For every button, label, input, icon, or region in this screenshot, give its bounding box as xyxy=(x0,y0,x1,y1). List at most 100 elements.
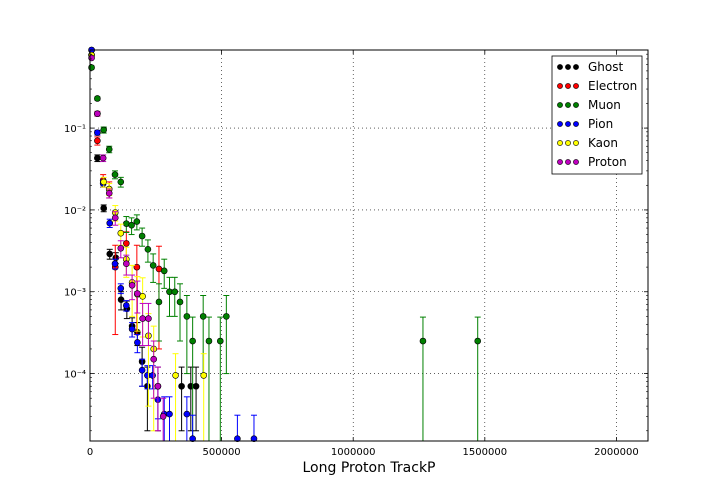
legend-marker xyxy=(557,121,563,127)
legend-label: Ghost xyxy=(588,60,623,74)
legend-box xyxy=(551,55,643,175)
legend-marker xyxy=(573,102,579,108)
data-point xyxy=(192,382,200,390)
y-axis: 10⁻⁴ 10⁻³ 10⁻² 10⁻¹ xyxy=(64,49,648,432)
data-point xyxy=(200,372,208,379)
data-point xyxy=(111,171,119,178)
data-point xyxy=(144,246,152,253)
data-point xyxy=(160,267,168,275)
data-point xyxy=(94,129,101,136)
data-point xyxy=(234,435,241,443)
legend-label: Electron xyxy=(588,79,637,93)
legend-marker xyxy=(573,140,579,146)
legend-item-pion: Pion xyxy=(557,117,613,131)
legend-marker xyxy=(565,83,571,89)
data-point xyxy=(88,64,95,71)
data-point xyxy=(189,435,196,443)
x-tick-label: 1500000 xyxy=(463,447,508,458)
data-point xyxy=(145,315,152,322)
data-point xyxy=(105,189,113,197)
data-point xyxy=(150,355,157,363)
data-point xyxy=(171,288,179,296)
data-point xyxy=(223,313,230,320)
legend: Ghost Electron Muon Pion Kaon Proton xyxy=(551,55,643,175)
legend-marker xyxy=(573,83,579,89)
legend-marker xyxy=(565,64,571,70)
y-tick-label: 10⁻³ xyxy=(64,288,86,299)
data-point xyxy=(117,244,125,252)
legend-label: Muon xyxy=(588,98,621,112)
data-point xyxy=(94,110,101,117)
data-point xyxy=(133,218,141,225)
legend-marker xyxy=(573,64,579,70)
legend-marker xyxy=(557,140,563,146)
legend-marker xyxy=(573,159,579,165)
data-point xyxy=(134,339,141,346)
data-point xyxy=(138,232,146,240)
data-point xyxy=(111,214,119,222)
axes-frame xyxy=(89,49,649,442)
data-point xyxy=(88,54,95,62)
data-point xyxy=(133,263,141,271)
data-point xyxy=(117,285,125,292)
data-point xyxy=(106,219,114,227)
legend-label: Kaon xyxy=(588,136,618,150)
x-tick-label: 1000000 xyxy=(331,447,376,458)
legend-marker xyxy=(557,64,563,70)
data-point xyxy=(149,372,156,379)
data-point xyxy=(94,154,101,162)
data-point xyxy=(99,154,107,162)
data-point xyxy=(139,315,146,322)
data-point xyxy=(250,435,258,443)
data-point xyxy=(216,337,224,345)
y-tick-label: 10⁻⁴ xyxy=(64,370,86,381)
data-point xyxy=(176,298,184,306)
plot-frame xyxy=(89,49,649,442)
legend-marker xyxy=(557,102,563,108)
data-point xyxy=(138,366,146,374)
data-point xyxy=(205,337,213,345)
legend-marker xyxy=(573,121,579,127)
data-point xyxy=(139,292,146,300)
y-tick-label: 10⁻² xyxy=(64,206,86,217)
data-point xyxy=(111,260,119,268)
data-point xyxy=(128,221,135,229)
legend-marker xyxy=(565,140,571,146)
data-point xyxy=(105,146,113,153)
data-point xyxy=(159,413,167,420)
data-point xyxy=(123,302,130,309)
data-point xyxy=(106,250,114,258)
data-point xyxy=(183,313,191,320)
data-point xyxy=(94,95,101,102)
data-point xyxy=(178,382,185,390)
legend-item-electron: Electron xyxy=(557,79,637,93)
data-point xyxy=(149,262,157,269)
legend-label: Proton xyxy=(588,155,627,169)
data-point xyxy=(134,290,141,297)
data-point xyxy=(100,178,107,186)
x-tick-label: 0 xyxy=(87,447,93,458)
legend-item-muon: Muon xyxy=(557,98,621,112)
legend-item-ghost: Ghost xyxy=(557,60,623,74)
data-point xyxy=(100,204,107,212)
data-point xyxy=(474,337,482,345)
data-point xyxy=(123,260,130,268)
x-axis-label: Long Proton TrackP xyxy=(303,460,436,476)
data-point xyxy=(128,325,136,333)
data-point xyxy=(155,298,163,306)
legend-item-proton: Proton xyxy=(557,155,627,169)
data-point xyxy=(100,126,107,134)
data-point xyxy=(117,296,125,303)
legend-marker xyxy=(565,121,571,127)
data-point xyxy=(123,240,130,247)
legend-marker xyxy=(565,159,571,165)
data-point xyxy=(117,178,125,186)
y-tick-label: 10⁻¹ xyxy=(64,124,86,135)
data-point xyxy=(189,337,196,345)
data-point xyxy=(94,137,101,145)
legend-marker xyxy=(557,83,563,89)
data-point xyxy=(128,281,136,289)
data-layer xyxy=(88,46,482,443)
x-axis: 0 500000 1000000 1500000 2000000 xyxy=(87,50,639,458)
